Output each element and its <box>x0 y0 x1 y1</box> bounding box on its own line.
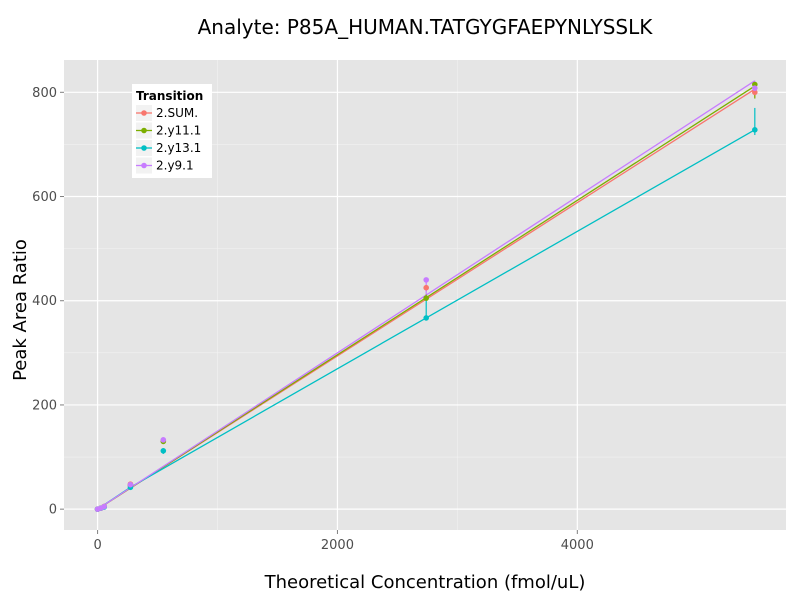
data-point <box>423 284 429 291</box>
legend-key-point <box>141 127 147 134</box>
data-points <box>94 81 758 512</box>
data-point <box>752 85 758 91</box>
chart-title: Analyte: P85A_HUMAN.TATGYGFAEPYNLYSSLK <box>198 15 654 39</box>
data-point <box>160 447 167 454</box>
x-tick-label: 2000 <box>321 538 354 553</box>
y-axis-title: Peak Area Ratio <box>10 239 31 381</box>
data-point <box>160 437 167 443</box>
legend: Transition 2.SUM. 2.y11.1 2.y13.1 2.y9.1 <box>132 84 212 178</box>
y-tick-label: 400 <box>32 294 57 309</box>
data-point <box>423 315 429 321</box>
x-tick-label: 4000 <box>561 538 594 553</box>
data-point <box>423 277 429 283</box>
grid <box>64 60 786 530</box>
y-tick-label: 200 <box>32 398 57 413</box>
data-point <box>127 481 134 488</box>
axes: 0 200 400 600 800 0 2000 4000 <box>32 86 594 553</box>
y-tick-label: 0 <box>49 503 57 518</box>
data-point <box>423 295 429 301</box>
x-tick-label: 0 <box>93 538 101 553</box>
legend-key-point <box>141 162 147 169</box>
data-point <box>101 503 107 510</box>
legend-title: Transition <box>136 89 203 103</box>
legend-items: 2.SUM. 2.y11.1 2.y13.1 2.y9.1 <box>136 105 201 174</box>
legend-label: 2.y9.1 <box>156 159 194 173</box>
data-point <box>752 127 758 133</box>
y-tick-label: 600 <box>32 190 57 205</box>
legend-key-point <box>141 110 147 116</box>
legend-key-point <box>141 145 147 151</box>
data-point <box>752 89 758 96</box>
legend-label: 2.y11.1 <box>156 124 201 138</box>
y-tick-label: 800 <box>32 86 57 101</box>
legend-label: 2.y13.1 <box>156 141 201 155</box>
x-axis-title: Theoretical Concentration (fmol/uL) <box>264 572 586 593</box>
legend-label: 2.SUM. <box>156 106 198 120</box>
